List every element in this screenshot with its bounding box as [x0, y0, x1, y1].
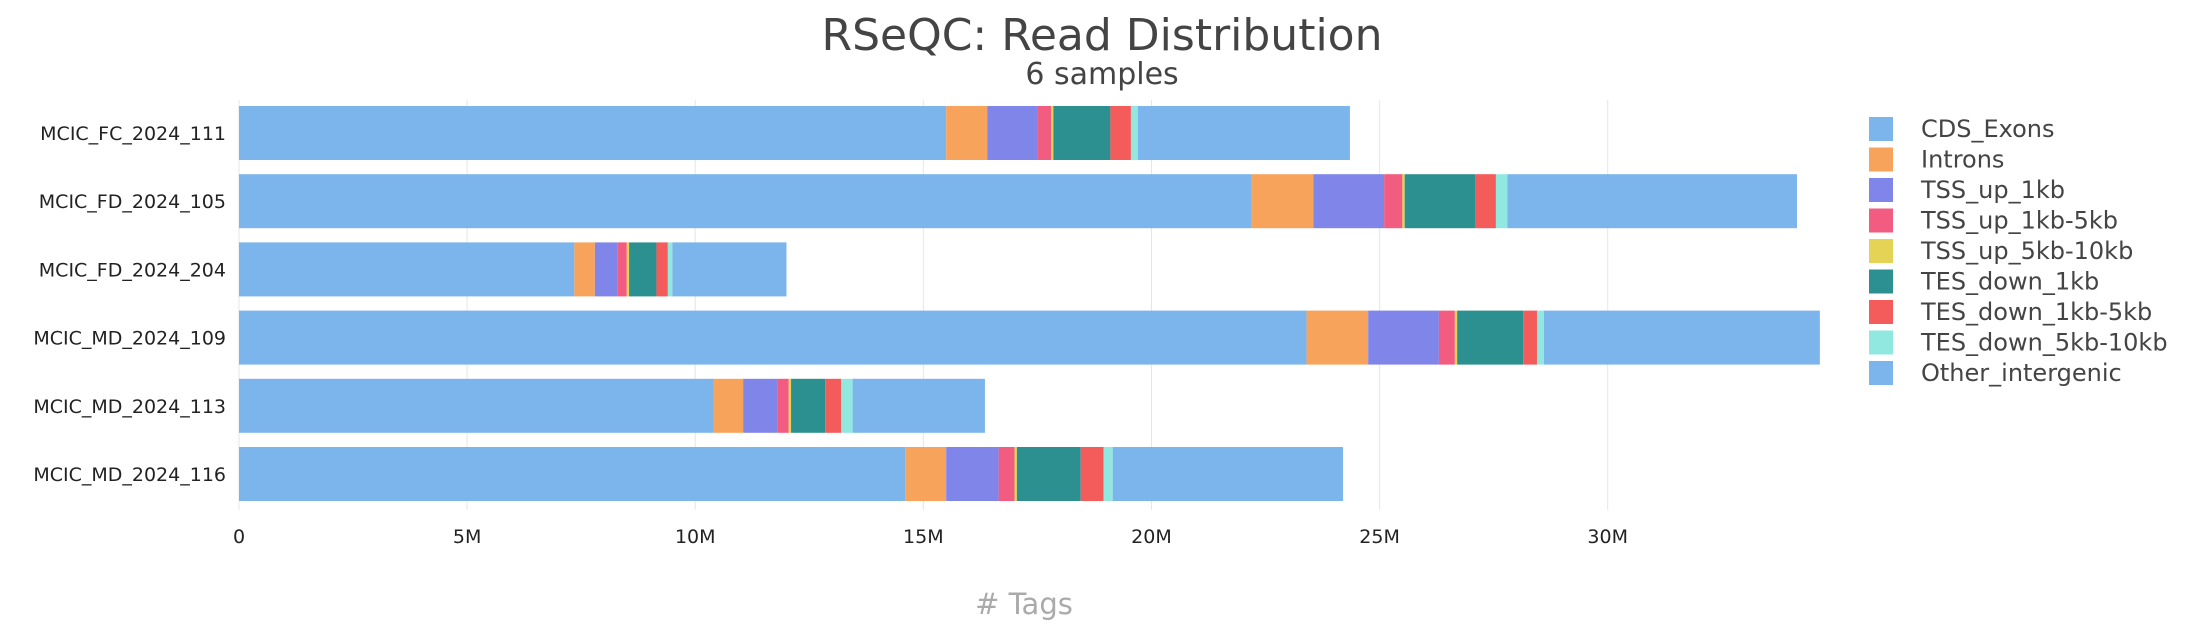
- y-tick-label: MCIC_FD_2024_105: [39, 191, 226, 213]
- bar-segment: [946, 106, 988, 160]
- legend-swatch: [1869, 178, 1893, 202]
- bar-segment: [1457, 310, 1524, 365]
- legend-label: TSS_up_5kb-10kb: [1920, 237, 2133, 265]
- bar-segment: [905, 447, 947, 501]
- bar-segment: [1110, 106, 1131, 160]
- x-tick-label: 25M: [1359, 526, 1400, 548]
- legend-label: Introns: [1921, 146, 2004, 174]
- bar-segment: [1402, 174, 1405, 229]
- bar-segment: [1404, 174, 1476, 229]
- grid-lines: [238, 100, 1609, 510]
- bar-segment: [1053, 106, 1111, 160]
- bar-segment: [239, 447, 906, 501]
- bar-segment: [626, 242, 630, 297]
- bar-segment: [1130, 106, 1138, 160]
- bar-segment: [1037, 106, 1052, 160]
- bar-segment: [1384, 174, 1403, 229]
- bar-segment: [1495, 174, 1508, 229]
- x-tick-label: 15M: [903, 526, 944, 548]
- bar-segment: [1507, 174, 1798, 229]
- bar-segment: [1536, 310, 1544, 365]
- bar-segment: [1014, 447, 1017, 501]
- bar-segment: [743, 378, 778, 433]
- y-axis-labels: MCIC_FC_2024_111 MCIC_FD_2024_105 MCIC_FD_…: [33, 123, 226, 486]
- bar-segment: [946, 447, 999, 501]
- y-tick-label: MCIC_FC_2024_111: [40, 123, 226, 145]
- bar-segment: [239, 106, 947, 160]
- bar-segment: [841, 378, 853, 433]
- x-tick-label: 0: [233, 526, 245, 548]
- bar-segment: [1306, 310, 1369, 365]
- bar-segment: [1051, 106, 1054, 160]
- legend-label: TSS_up_1kb: [1920, 176, 2065, 204]
- legend-swatch: [1869, 117, 1893, 141]
- bar-segment: [791, 378, 826, 433]
- bar-segment: [672, 242, 787, 297]
- bar-segment: [1438, 310, 1455, 365]
- bar-segment: [1080, 447, 1104, 501]
- bar-segment: [1523, 310, 1537, 365]
- bar-segment: [1543, 310, 1820, 365]
- legend-label: TES_down_1kb-5kb: [1920, 298, 2152, 326]
- bar-segment: [594, 242, 618, 297]
- bar-segment: [667, 242, 673, 297]
- bar-segment: [617, 242, 627, 297]
- y-tick-label: MCIC_FD_2024_204: [39, 259, 226, 281]
- bar-segment: [1368, 310, 1439, 365]
- bar-segment: [239, 242, 575, 297]
- y-tick-label: MCIC_MD_2024_113: [33, 396, 226, 418]
- legend-swatch: [1869, 300, 1893, 324]
- chart-subtitle: 6 samples: [1025, 57, 1178, 92]
- bar-segment: [825, 378, 842, 433]
- bars: [239, 106, 1820, 501]
- bar-segment: [574, 242, 595, 297]
- legend-swatch: [1869, 269, 1893, 294]
- bar-segment: [239, 378, 714, 433]
- legend-label: TSS_up_1kb-5kb: [1920, 207, 2118, 235]
- bar-segment: [1313, 174, 1385, 229]
- x-axis-labels: 0 5M 10M 15M 20M 25M 30M: [233, 526, 1628, 548]
- x-tick-label: 10M: [675, 526, 716, 548]
- bar-segment: [1475, 174, 1496, 229]
- legend-swatch: [1869, 208, 1893, 233]
- bar-segment: [629, 242, 657, 297]
- bar-segment: [239, 174, 1252, 229]
- bar-segment: [1137, 106, 1350, 160]
- bar-segment: [1016, 447, 1081, 501]
- bar-segment: [788, 378, 792, 433]
- x-tick-label: 30M: [1587, 526, 1628, 548]
- bar-segment: [1251, 174, 1314, 229]
- bar-segment: [713, 378, 744, 433]
- bar-segment: [987, 106, 1038, 160]
- x-tick-label: 20M: [1131, 526, 1172, 548]
- bar-segment: [852, 378, 985, 433]
- legend-swatch: [1869, 330, 1893, 355]
- bar-segment: [1103, 447, 1113, 501]
- x-tick-label: 5M: [453, 526, 481, 548]
- bar-segment: [998, 447, 1015, 501]
- bar-segment: [656, 242, 668, 297]
- x-axis-title: # Tags: [975, 587, 1073, 621]
- chart-title: RSeQC: Read Distribution: [822, 10, 1383, 61]
- legend-label: TES_down_1kb: [1920, 268, 2099, 296]
- y-tick-label: MCIC_MD_2024_109: [33, 328, 226, 350]
- legend-swatch: [1869, 239, 1893, 263]
- bar-segment: [1112, 447, 1344, 501]
- bar-segment: [1454, 310, 1458, 365]
- y-tick-label: MCIC_MD_2024_116: [33, 464, 226, 486]
- bar-segment: [239, 310, 1307, 365]
- legend-label: CDS_Exons: [1921, 115, 2055, 143]
- legend-swatch: [1869, 361, 1893, 385]
- bar-segment: [777, 378, 789, 433]
- legend-label: TES_down_5kb-10kb: [1920, 329, 2168, 357]
- legend-label: Other_intergenic: [1921, 359, 2122, 387]
- legend-swatch: [1869, 147, 1893, 172]
